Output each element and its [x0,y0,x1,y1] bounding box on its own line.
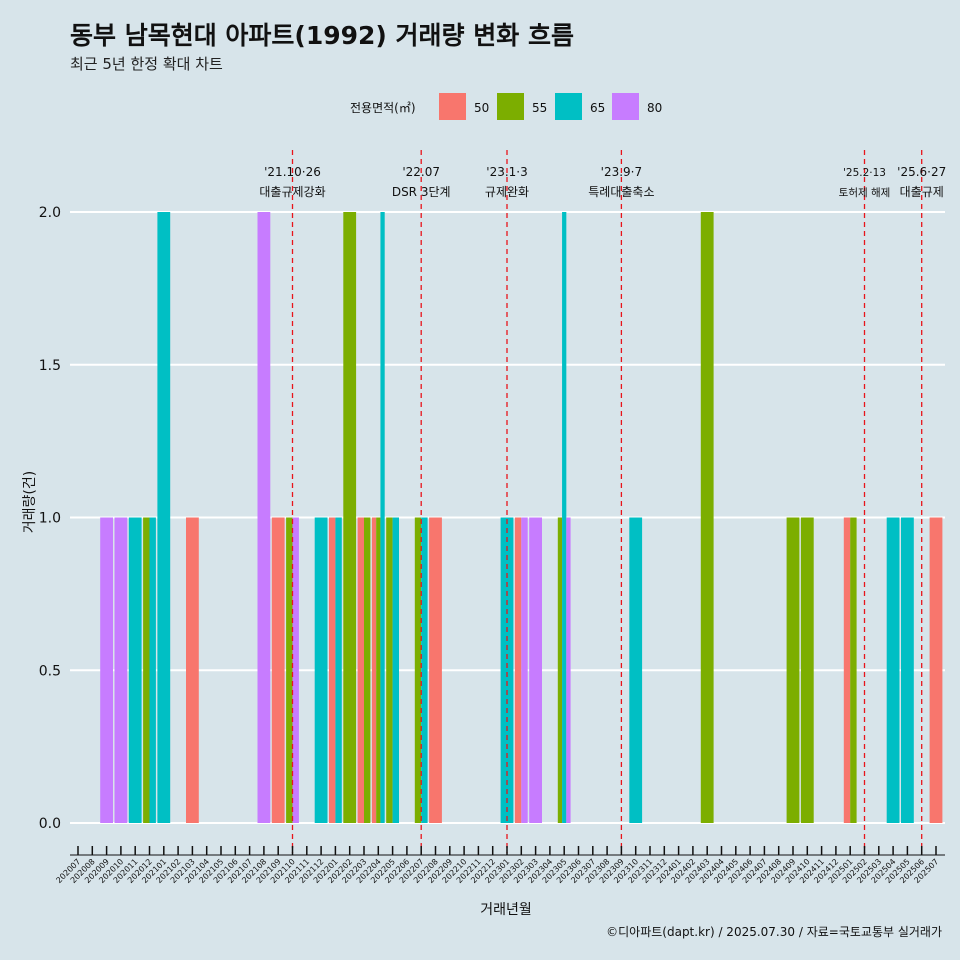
bar-202501-50 [843,517,851,823]
chart-subtitle: 최근 5년 한정 확대 차트 [70,55,223,73]
event-label-202301: 규제완화 [485,185,529,199]
bar-202203-50 [357,517,364,823]
bar-202305-80 [566,517,571,823]
event-date-202502: '25.2·13 [843,167,886,179]
bar-202207-55 [414,517,422,823]
bar-202410-55 [800,517,814,823]
bar-202011-65 [128,517,142,823]
bar-202204-65 [380,212,385,823]
bar-202303-80 [529,517,542,823]
bar-202009-80 [100,517,113,823]
bar-202202-55 [343,212,357,823]
y-tick-label: 0.0 [39,816,61,832]
x-axis-label: 거래년월 [480,902,532,918]
bar-202012-55 [143,517,150,823]
event-label-202207: DSR 3단계 [392,185,451,199]
bar-202201-50 [329,517,336,823]
bar-202110-80 [292,517,299,823]
bar-202302-80 [521,517,528,823]
chart-title: 동부 남목현대 아파트(1992) 거래량 변화 흐름 [70,21,574,50]
bar-202101-65 [157,212,171,823]
event-label-202506: 대출규제 [900,185,944,199]
chart-caption: ©디아파트(dapt.kr) / 2025.07.30 / 자료=국토교통부 실… [606,925,942,939]
y-tick-label: 0.5 [39,663,61,679]
y-axis-label: 거래량(건) [22,471,38,533]
y-tick-label: 1.0 [39,511,61,527]
bar-202305-65 [562,212,567,823]
event-date-202309: '23.9·7 [601,165,642,179]
bar-202103-50 [186,517,199,823]
legend-label-65: 65 [590,101,605,115]
event-date-202207: '22.07 [402,165,440,179]
event-label-202110: 대출규제강화 [259,185,325,199]
event-date-202506: '25.6·27 [897,165,946,179]
legend-swatch-65 [555,93,582,120]
event-label-202502: 토허제 해제 [839,186,891,199]
y-tick-label: 2.0 [39,205,61,221]
bar-202507-50 [929,517,943,823]
bar-202301-65 [500,517,514,823]
bar-202403-55 [700,212,714,823]
bars [100,212,943,823]
bar-202204-55 [376,517,381,823]
bar-202205-65 [392,517,399,823]
bar-202012-65 [149,517,156,823]
legend-swatch-55 [497,93,524,120]
bar-202109-50 [271,517,285,823]
bar-202305-55 [557,517,563,823]
bar-202302-50 [514,517,522,823]
bar-202207-65 [421,517,428,823]
bar-202505-65 [901,517,914,823]
bar-202409-55 [786,517,800,823]
bar-202310-65 [629,517,643,823]
legend-swatch-50 [439,93,466,120]
event-date-202110: '21.10·26 [264,165,321,179]
event-label-202309: 특례대출축소 [588,185,654,199]
legend-swatch-80 [612,93,639,120]
y-axis: 0.0 0.5 1.0 1.5 2.0 [39,205,61,832]
annotations: '21.10·26 대출규제강화 '22.07 DSR 3단계 '23.1·3 규제완화 '… [259,150,946,853]
y-tick-label: 1.5 [39,358,61,374]
bar-202204-50 [371,517,377,823]
bar-202203-55 [364,517,371,823]
legend-label-50: 50 [474,101,489,115]
bar-202504-65 [886,517,900,823]
bar-202208-50 [429,517,442,823]
legend-title: 전용면적(㎡) [350,101,416,115]
bar-202205-55 [386,517,393,823]
bar-202108-80 [257,212,271,823]
bar-202201-65 [335,517,342,823]
bar-202501-55 [850,517,857,823]
legend: 전용면적(㎡) 50 55 65 80 [350,93,662,120]
bar-202112-65 [314,517,328,823]
bar-202010-80 [114,517,128,823]
legend-label-55: 55 [532,101,547,115]
event-date-202301: '23.1·3 [486,165,527,179]
legend-label-80: 80 [647,101,662,115]
bar-202110-55 [286,517,293,823]
